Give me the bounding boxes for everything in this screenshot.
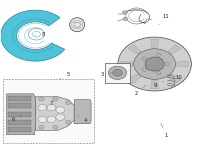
Circle shape	[38, 105, 47, 111]
Circle shape	[156, 71, 161, 75]
Bar	[8, 127, 31, 132]
Polygon shape	[151, 80, 159, 89]
Circle shape	[39, 125, 44, 129]
Circle shape	[122, 11, 127, 14]
Circle shape	[53, 97, 58, 101]
Circle shape	[156, 53, 161, 57]
Circle shape	[134, 49, 175, 79]
Polygon shape	[35, 97, 74, 130]
Ellipse shape	[70, 18, 85, 32]
Bar	[8, 112, 31, 117]
Circle shape	[113, 69, 122, 76]
Text: 9: 9	[154, 81, 164, 88]
Circle shape	[47, 116, 56, 123]
Circle shape	[53, 125, 58, 129]
Circle shape	[118, 37, 191, 91]
Bar	[8, 120, 31, 125]
Polygon shape	[128, 74, 141, 83]
Circle shape	[123, 17, 128, 21]
Polygon shape	[128, 45, 141, 54]
Text: 6: 6	[12, 115, 22, 122]
FancyBboxPatch shape	[3, 79, 94, 143]
Bar	[8, 96, 31, 101]
Polygon shape	[151, 39, 159, 48]
Polygon shape	[74, 100, 91, 124]
Polygon shape	[168, 45, 181, 54]
Circle shape	[165, 62, 170, 66]
Text: 11: 11	[159, 14, 169, 25]
Text: 8: 8	[35, 32, 45, 37]
Polygon shape	[121, 61, 133, 67]
Circle shape	[38, 116, 47, 123]
Text: 2: 2	[135, 86, 146, 96]
Text: 4: 4	[78, 116, 87, 123]
Polygon shape	[7, 94, 35, 135]
Circle shape	[65, 120, 71, 124]
Text: 1: 1	[161, 123, 168, 138]
Text: 7: 7	[46, 101, 53, 107]
Circle shape	[56, 107, 65, 113]
Bar	[8, 103, 31, 108]
Circle shape	[142, 68, 146, 71]
Circle shape	[142, 57, 146, 60]
Circle shape	[47, 105, 56, 111]
Circle shape	[56, 114, 65, 120]
Circle shape	[108, 66, 127, 80]
Text: 10: 10	[175, 75, 182, 80]
Circle shape	[145, 57, 164, 71]
Polygon shape	[1, 10, 65, 61]
Polygon shape	[176, 61, 188, 67]
FancyBboxPatch shape	[105, 63, 130, 82]
Text: 3: 3	[101, 72, 112, 77]
Circle shape	[65, 101, 71, 105]
Circle shape	[39, 97, 44, 101]
Text: 5: 5	[59, 72, 70, 79]
Polygon shape	[168, 74, 181, 83]
